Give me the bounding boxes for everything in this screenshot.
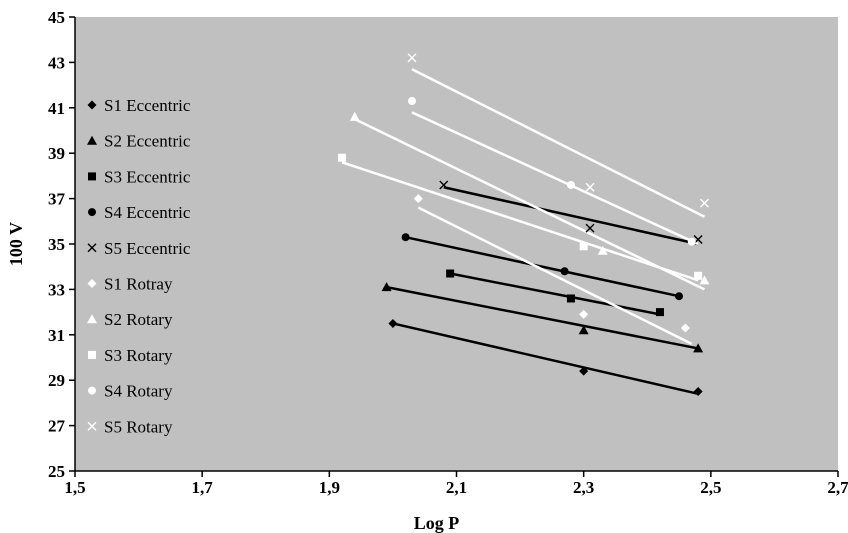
data-point-s3-rotary bbox=[338, 153, 347, 162]
legend-marker-s3-rotary bbox=[88, 350, 96, 359]
data-point-s1-rotray bbox=[579, 309, 589, 319]
data-point-s5-eccentric bbox=[585, 223, 595, 233]
y-tick-label: 45 bbox=[48, 8, 65, 27]
y-tick-label: 25 bbox=[48, 462, 65, 481]
legend: S1 Eccentric S2 Eccentric S3 Eccentric S4 E… bbox=[87, 96, 191, 436]
data-point-s2-rotary bbox=[349, 111, 360, 121]
data-point-s2-rotary bbox=[597, 245, 608, 255]
data-point-s5-eccentric bbox=[439, 180, 449, 190]
legend-label-s4-eccentric: S4 Eccentric bbox=[104, 203, 191, 222]
x-tick-label: 1,7 bbox=[192, 478, 214, 497]
data-point-s1-rotray bbox=[413, 194, 423, 204]
legend-label-s5-eccentric: S5 Eccentric bbox=[104, 239, 191, 258]
axes bbox=[69, 16, 839, 477]
data-point-s5-rotary bbox=[699, 198, 709, 208]
data-point-s2-rotary bbox=[699, 275, 710, 285]
x-axis-title: Log P bbox=[414, 513, 460, 533]
data-point-s4-rotary bbox=[566, 180, 575, 189]
trendline-s1-eccentric bbox=[392, 322, 699, 396]
y-tick-labels: 25 27 29 31 33 35 37 39 41 43 45 bbox=[48, 8, 66, 481]
legend-label-s3-eccentric: S3 Eccentric bbox=[104, 167, 191, 186]
data-point-s3-eccentric bbox=[655, 308, 664, 317]
legend-marker-s1-rotray bbox=[87, 279, 97, 288]
data-point-s2-eccentric bbox=[578, 325, 589, 335]
trendline-s5-rotary bbox=[411, 68, 706, 218]
data-point-s3-rotary bbox=[579, 242, 588, 251]
x-tick-label: 2,1 bbox=[446, 478, 467, 497]
x-tick-label: 2,3 bbox=[573, 478, 594, 497]
trendline-s4-eccentric bbox=[405, 235, 680, 298]
data-point-s4-eccentric bbox=[675, 292, 684, 301]
data-point-s1-eccentric bbox=[388, 318, 398, 328]
data-points bbox=[338, 53, 710, 397]
legend-label-s2-eccentric: S2 Eccentric bbox=[104, 132, 191, 151]
legend-label-s5-rotary: S5 Rotary bbox=[104, 417, 173, 436]
trendlines bbox=[341, 68, 706, 396]
legend-marker-s3-eccentric bbox=[88, 172, 96, 181]
legend-marker-s1-eccentric bbox=[87, 100, 97, 110]
y-tick-label: 29 bbox=[48, 371, 65, 390]
trendline-s3-eccentric bbox=[449, 272, 661, 316]
data-point-s1-eccentric bbox=[693, 387, 703, 397]
legend-marker-s4-rotary bbox=[88, 386, 96, 395]
data-point-s3-eccentric bbox=[446, 269, 455, 278]
y-tick-label: 37 bbox=[48, 190, 66, 209]
y-tick-label: 41 bbox=[48, 99, 65, 118]
data-point-s4-eccentric bbox=[401, 233, 410, 242]
trendline-s1-rotray bbox=[417, 206, 693, 345]
legend-label-s2-rotary: S2 Rotary bbox=[104, 310, 173, 329]
data-point-s5-rotary bbox=[407, 53, 417, 63]
data-point-s2-eccentric bbox=[693, 343, 704, 353]
data-point-s3-rotary bbox=[694, 271, 703, 280]
x-tick-label: 1,5 bbox=[64, 478, 85, 497]
x-tick-label: 2,5 bbox=[700, 478, 721, 497]
trendline-s2-eccentric bbox=[386, 285, 699, 350]
data-point-s5-rotary bbox=[585, 182, 595, 192]
legend-marker-s4-eccentric bbox=[88, 208, 96, 217]
y-tick-label: 39 bbox=[48, 144, 65, 163]
data-point-s3-eccentric bbox=[566, 294, 575, 303]
data-point-s4-rotary bbox=[407, 96, 416, 105]
legend-label-s4-rotary: S4 Rotary bbox=[104, 382, 173, 401]
data-point-s2-eccentric bbox=[381, 282, 392, 292]
data-point-s4-eccentric bbox=[560, 267, 569, 276]
trendline-s2-rotary bbox=[354, 118, 706, 291]
x-tick-label: 1,9 bbox=[319, 478, 340, 497]
trendline-s4-rotary bbox=[411, 111, 699, 246]
legend-label-s1-eccentric: S1 Eccentric bbox=[104, 96, 191, 115]
data-point-s4-rotary bbox=[687, 237, 696, 246]
x-tick-label: 2,7 bbox=[827, 478, 848, 497]
trendline-s5-eccentric bbox=[443, 186, 699, 246]
data-point-s1-eccentric bbox=[579, 366, 589, 376]
data-point-s1-rotray bbox=[680, 323, 690, 333]
y-tick-label: 43 bbox=[48, 53, 65, 72]
legend-marker-s5-eccentric bbox=[87, 243, 97, 253]
y-tick-label: 33 bbox=[48, 280, 65, 299]
legend-marker-s2-rotary bbox=[87, 314, 97, 324]
legend-label-s3-rotary: S3 Rotary bbox=[104, 346, 173, 365]
trendline-s3-rotary bbox=[341, 161, 699, 282]
y-tick-label: 27 bbox=[48, 417, 66, 436]
x-tick-labels: 1,5 1,7 1,9 2,1 2,3 2,5 2,7 bbox=[64, 478, 848, 497]
legend-label-s1-rotray: S1 Rotray bbox=[104, 275, 173, 294]
legend-marker-s2-eccentric bbox=[87, 135, 97, 145]
y-tick-label: 31 bbox=[48, 326, 65, 345]
y-axis-title: 100 V bbox=[6, 222, 26, 266]
legend-marker-s5-rotary bbox=[87, 421, 97, 431]
y-tick-label: 35 bbox=[48, 235, 65, 254]
